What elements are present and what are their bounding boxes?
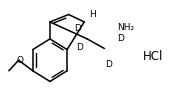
- Text: D: D: [76, 43, 83, 52]
- Text: H: H: [89, 10, 96, 19]
- Text: D: D: [105, 60, 112, 69]
- Text: D: D: [117, 34, 124, 43]
- Text: HCl: HCl: [143, 51, 163, 64]
- Text: NH₂: NH₂: [117, 23, 134, 32]
- Text: D: D: [74, 24, 81, 33]
- Text: O: O: [16, 56, 23, 65]
